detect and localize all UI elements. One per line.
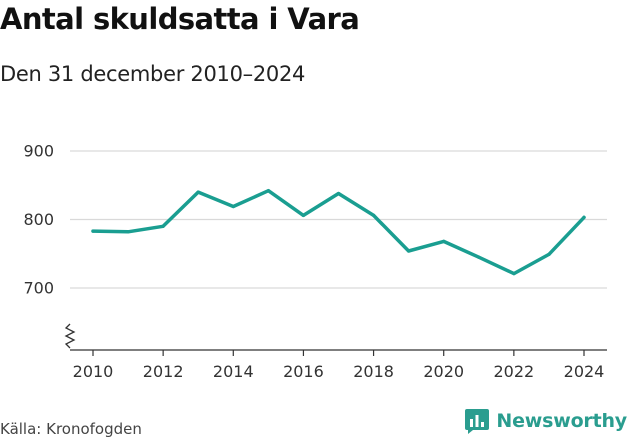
x-tick-label-2016: 2016	[283, 362, 324, 381]
chart-title: Antal skuldsatta i Vara	[0, 2, 360, 36]
y-axis-ticks: 700 800 900	[23, 142, 54, 298]
data-point-2015	[266, 189, 270, 193]
x-tick-label-2010: 2010	[73, 362, 114, 381]
data-point-2012	[161, 224, 165, 228]
data-points	[91, 189, 586, 276]
data-point-2021	[477, 255, 481, 259]
gridlines	[70, 150, 607, 289]
source-note: Källa: Kronofogden	[0, 420, 142, 438]
data-point-2017	[336, 191, 341, 196]
x-tick-label-2020: 2020	[423, 362, 464, 381]
newsworthy-logo-icon	[465, 409, 490, 434]
data-point-2024	[582, 215, 586, 219]
x-tick-label-2014: 2014	[213, 362, 254, 381]
series-line-antal-skuldsatta	[91, 188, 586, 276]
data-point-2010	[91, 229, 95, 233]
x-axis	[64, 323, 607, 351]
x-tick-label-2024: 2024	[564, 362, 605, 381]
brand: Newsworthy	[464, 408, 627, 434]
data-point-2020	[442, 239, 446, 243]
data-point-2019	[407, 249, 411, 253]
data-point-2022	[512, 272, 516, 276]
x-tick-label-2012: 2012	[143, 362, 184, 381]
axis-break-icon	[64, 323, 76, 349]
y-tick-label-900: 900	[23, 142, 54, 161]
y-tick-label-700: 700	[23, 279, 54, 298]
y-tick-label-800: 800	[23, 210, 54, 229]
chart-subtitle: Den 31 december 2010–2024	[0, 62, 306, 86]
series-layer	[91, 188, 586, 276]
data-point-2016	[301, 213, 305, 217]
data-point-2018	[372, 213, 376, 217]
data-point-2023	[547, 252, 551, 256]
x-tick-label-2018: 2018	[353, 362, 394, 381]
data-point-2011	[126, 230, 130, 234]
data-point-2014	[231, 204, 235, 209]
brand-name: Newsworthy	[496, 410, 627, 432]
x-axis-ticks: 2010 2012 2014 2016 2018 2020 2022 2024	[73, 350, 605, 381]
x-tick-label-2022: 2022	[493, 362, 534, 381]
data-point-2013	[196, 190, 200, 194]
